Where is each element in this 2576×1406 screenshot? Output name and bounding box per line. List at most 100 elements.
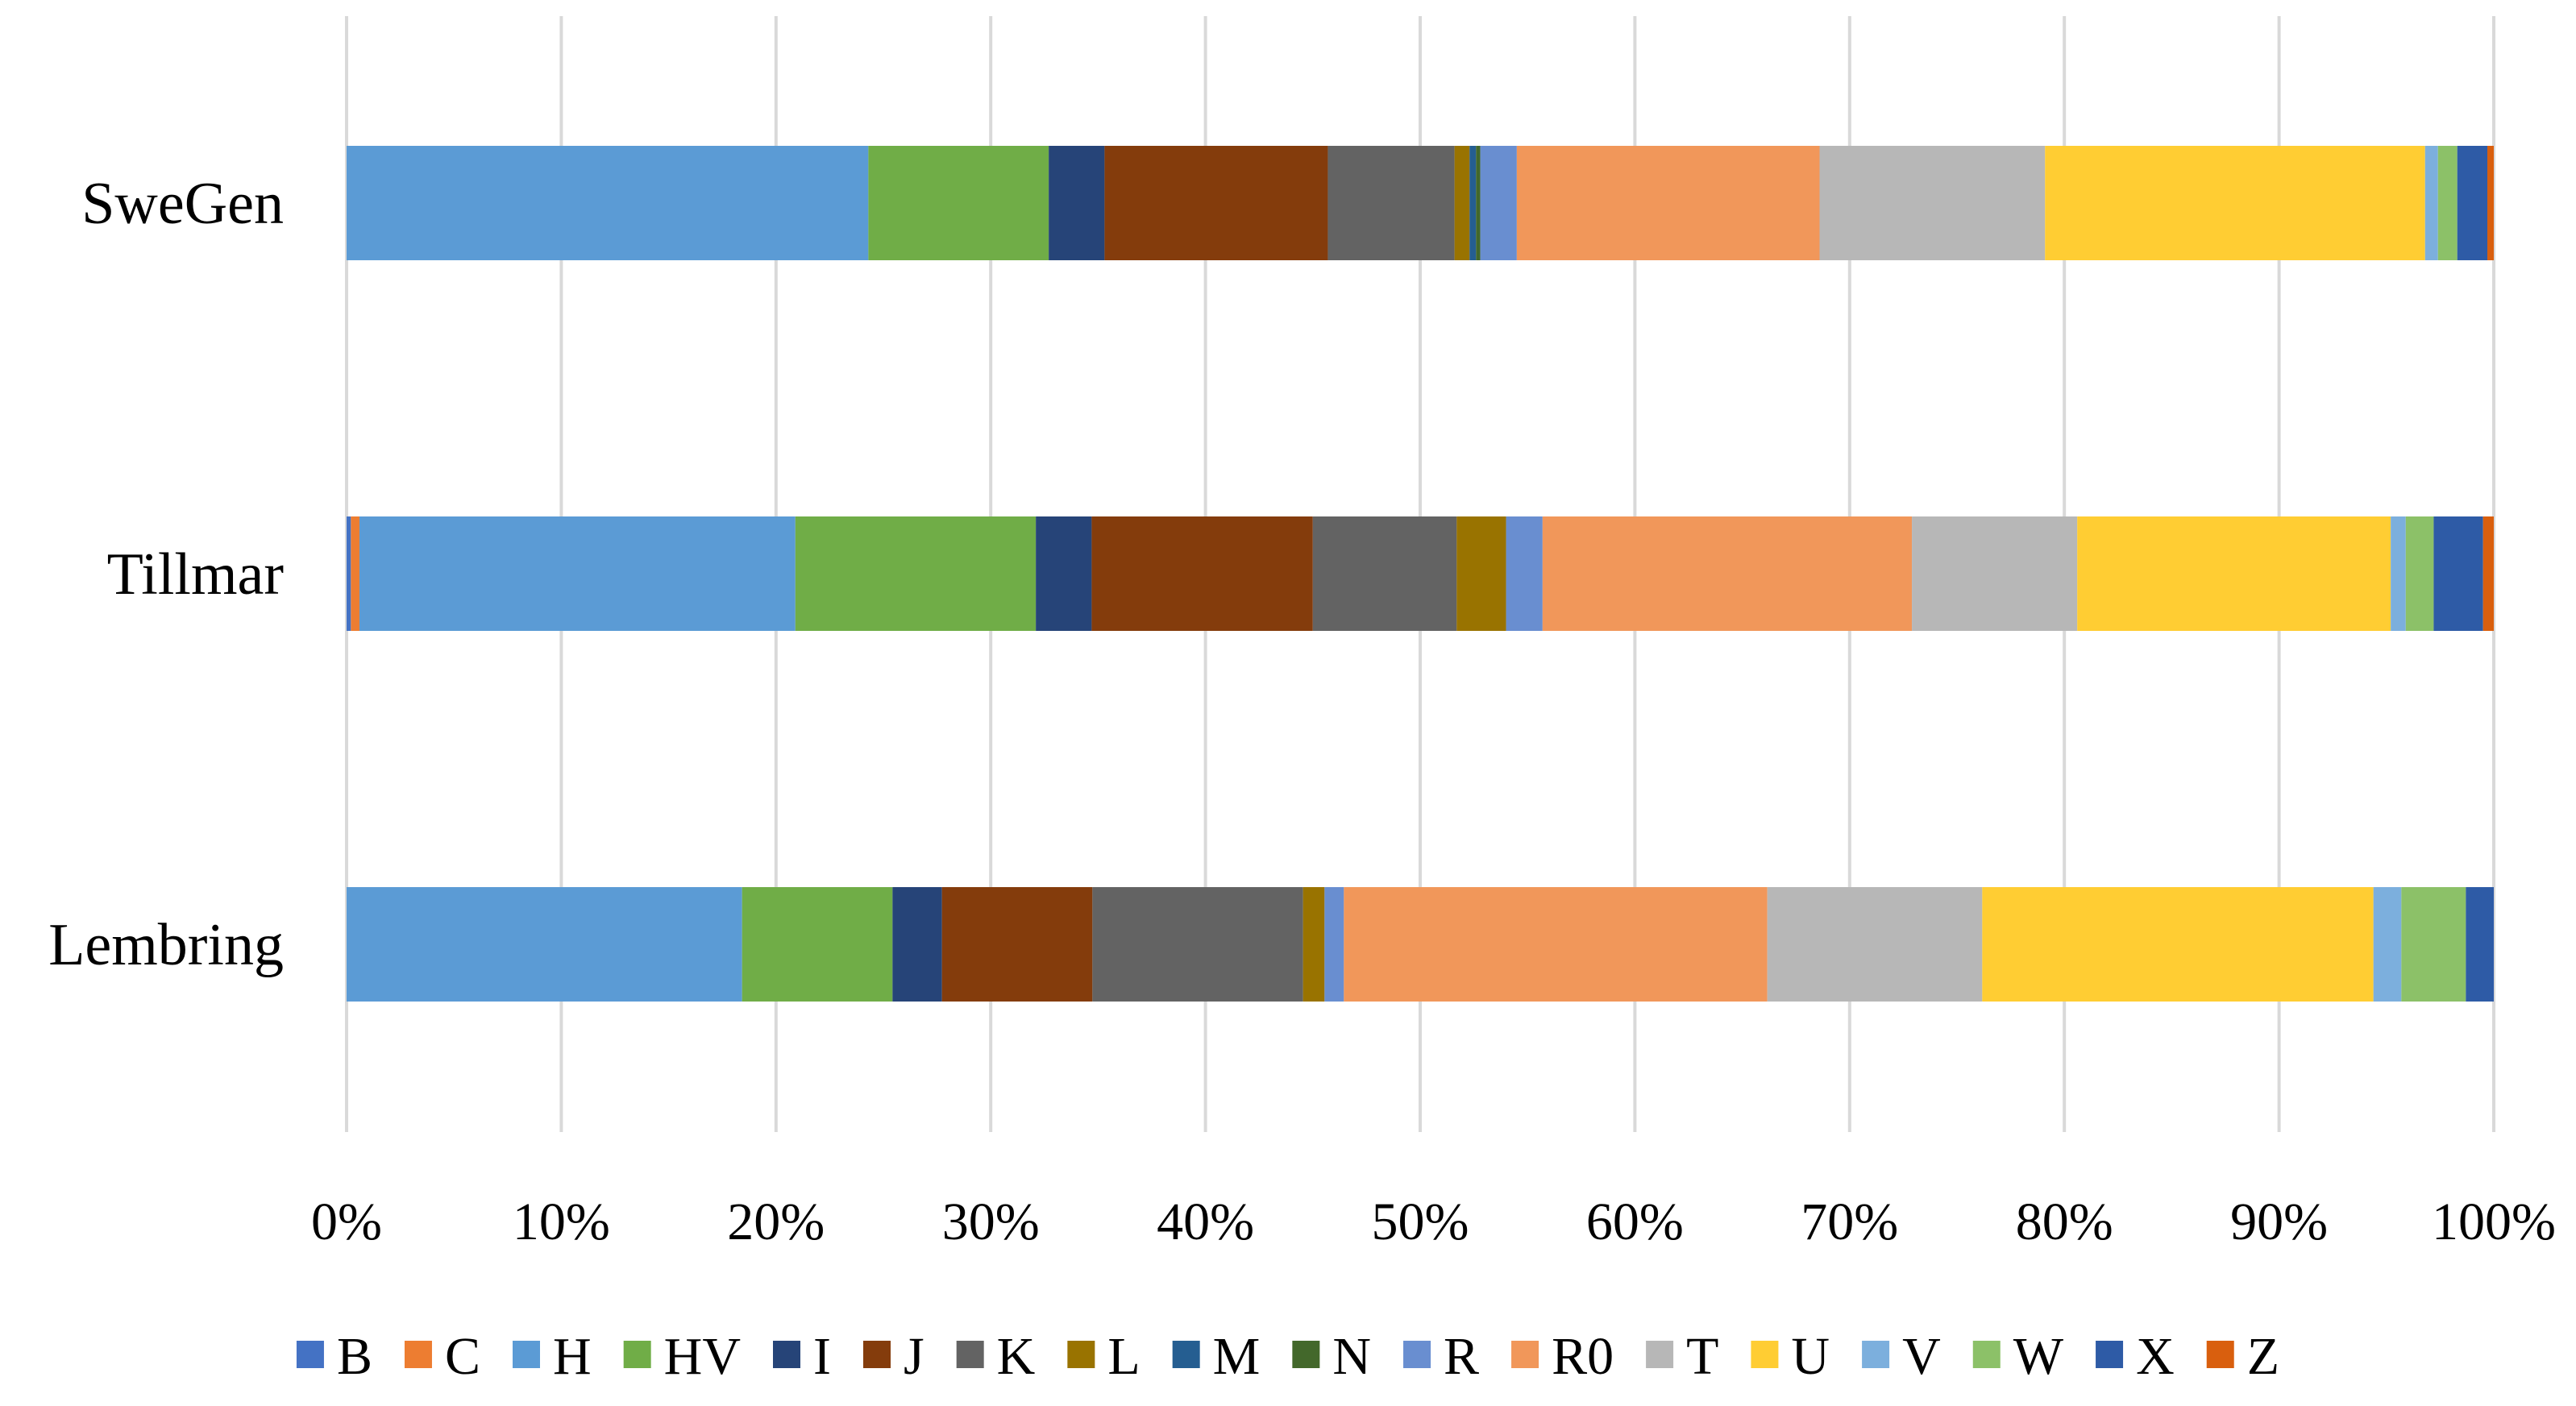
bar-segment-tillmar-k [1312,516,1457,631]
bars [347,146,2494,1002]
bar-segment-swegen-h [347,146,869,260]
bar-segment-tillmar-r [1506,516,1543,631]
x-tick-label: 80% [2016,1192,2113,1251]
category-label-lembring: Lembring [48,912,284,978]
legend-label: HV [664,1327,741,1386]
bar-segment-swegen-l [1454,146,1470,260]
legend-swatch [404,1341,432,1368]
bar-segment-tillmar-h [359,516,796,631]
bar-segment-tillmar-j [1091,516,1313,631]
bar-segment-lembring-x [2466,887,2494,1002]
bar-segment-tillmar-w [2405,516,2434,631]
x-tick-label: 70% [1801,1192,1898,1251]
bar-segment-swegen-j [1104,146,1328,260]
bar-segment-swegen-r [1480,146,1517,260]
legend-item-u: U [1751,1327,1830,1386]
legend-label: C [445,1327,480,1386]
legend-label: V [1902,1327,1941,1386]
legend-label: R0 [1552,1327,1614,1386]
bar-segment-lembring-l [1303,887,1325,1002]
bar-segment-lembring-r [1324,887,1344,1002]
legend-item-w: W [1972,1327,2064,1386]
bar-segment-swegen-n [1476,146,1481,260]
legend-item-z: Z [2206,1327,2279,1386]
bar-segment-lembring-v [2373,887,2402,1002]
bar-segment-lembring-i [892,887,942,1002]
legend-item-t: T [1646,1327,1718,1386]
bar-segment-lembring-hv [742,887,893,1002]
legend-item-v: V [1862,1327,1941,1386]
bar-segment-tillmar-hv [795,516,1037,631]
bar-segment-lembring-w [2401,887,2466,1002]
legend-swatch [1292,1341,1320,1368]
x-tick-label: 60% [1586,1192,1684,1251]
legend-item-h: H [513,1327,592,1386]
x-tick-label: 20% [727,1192,825,1251]
legend-swatch [1751,1341,1779,1368]
bar-segment-swegen-t [1819,146,2046,260]
legend-label: W [2013,1327,2064,1386]
bar-segment-tillmar-c [351,516,359,631]
legend-item-j: J [862,1327,924,1386]
x-tick-label: 0% [311,1192,382,1251]
legend-label: L [1107,1327,1140,1386]
legend-swatch [296,1341,324,1368]
legend-item-i: I [773,1327,831,1386]
legend-swatch [1403,1341,1431,1368]
legend-label: K [997,1327,1036,1386]
legend-item-l: L [1067,1327,1141,1386]
bar-segment-tillmar-t [1912,516,2078,631]
bar-segment-lembring-r0 [1344,887,1768,1002]
legend-swatch [623,1341,651,1368]
x-tick-label: 30% [942,1192,1040,1251]
bar-segment-swegen-u [2045,146,2425,260]
legend-swatch [773,1341,800,1368]
bar-segment-lembring-k [1092,887,1303,1002]
legend-swatch [513,1341,540,1368]
x-tick-label: 40% [1157,1192,1254,1251]
legend-label: H [553,1327,592,1386]
legend-label: Z [2247,1327,2279,1386]
legend-swatch [1646,1341,1674,1368]
bar-segment-lembring-u [1982,887,2374,1002]
bar-segment-tillmar-x [2433,516,2483,631]
bar-segment-swegen-m [1469,146,1477,260]
legend-swatch [1172,1341,1200,1368]
x-tick-label: 90% [2230,1192,2328,1251]
legend-item-c: C [404,1327,480,1386]
legend-item-r: R [1403,1327,1479,1386]
bar-segment-tillmar-v [2391,516,2406,631]
legend-item-x: X [2096,1327,2175,1386]
bar-segment-tillmar-r0 [1542,516,1913,631]
x-tick-label: 10% [513,1192,610,1251]
legend-swatch [1862,1341,1890,1368]
bar-segment-lembring-h [347,887,742,1002]
legend-label: J [904,1327,924,1386]
legend-swatch [1067,1341,1095,1368]
bar-segment-tillmar-l [1456,516,1506,631]
legend-item-n: N [1292,1327,1371,1386]
bar-segment-swegen-r0 [1516,146,1820,260]
legend: B C H HV I J K L M N R R0 T U V W X Z [296,1327,2279,1386]
legend-label: I [813,1327,831,1386]
legend-swatch [862,1341,891,1368]
x-tick-label: 50% [1372,1192,1469,1251]
legend-swatch [956,1341,984,1368]
legend-label: U [1791,1327,1830,1386]
bar-segment-swegen-w [2437,146,2458,260]
category-label-swegen: SweGen [81,171,284,237]
legend-item-k: K [956,1327,1036,1386]
legend-label: X [2136,1327,2175,1386]
bar-segment-lembring-j [941,887,1093,1002]
legend-swatch [1511,1341,1539,1368]
legend-swatch [2206,1341,2234,1368]
bar-segment-tillmar-u [2077,516,2391,631]
legend-item-b: B [296,1327,372,1386]
bar-segment-swegen-v [2424,146,2438,260]
bar-segment-swegen-k [1327,146,1455,260]
bar-segment-swegen-z [2487,146,2494,260]
category-label-tillmar: Tillmar [107,541,284,608]
category-labels: SweGen Tillmar Lembring [48,171,284,978]
bar-segment-swegen-hv [868,146,1049,260]
